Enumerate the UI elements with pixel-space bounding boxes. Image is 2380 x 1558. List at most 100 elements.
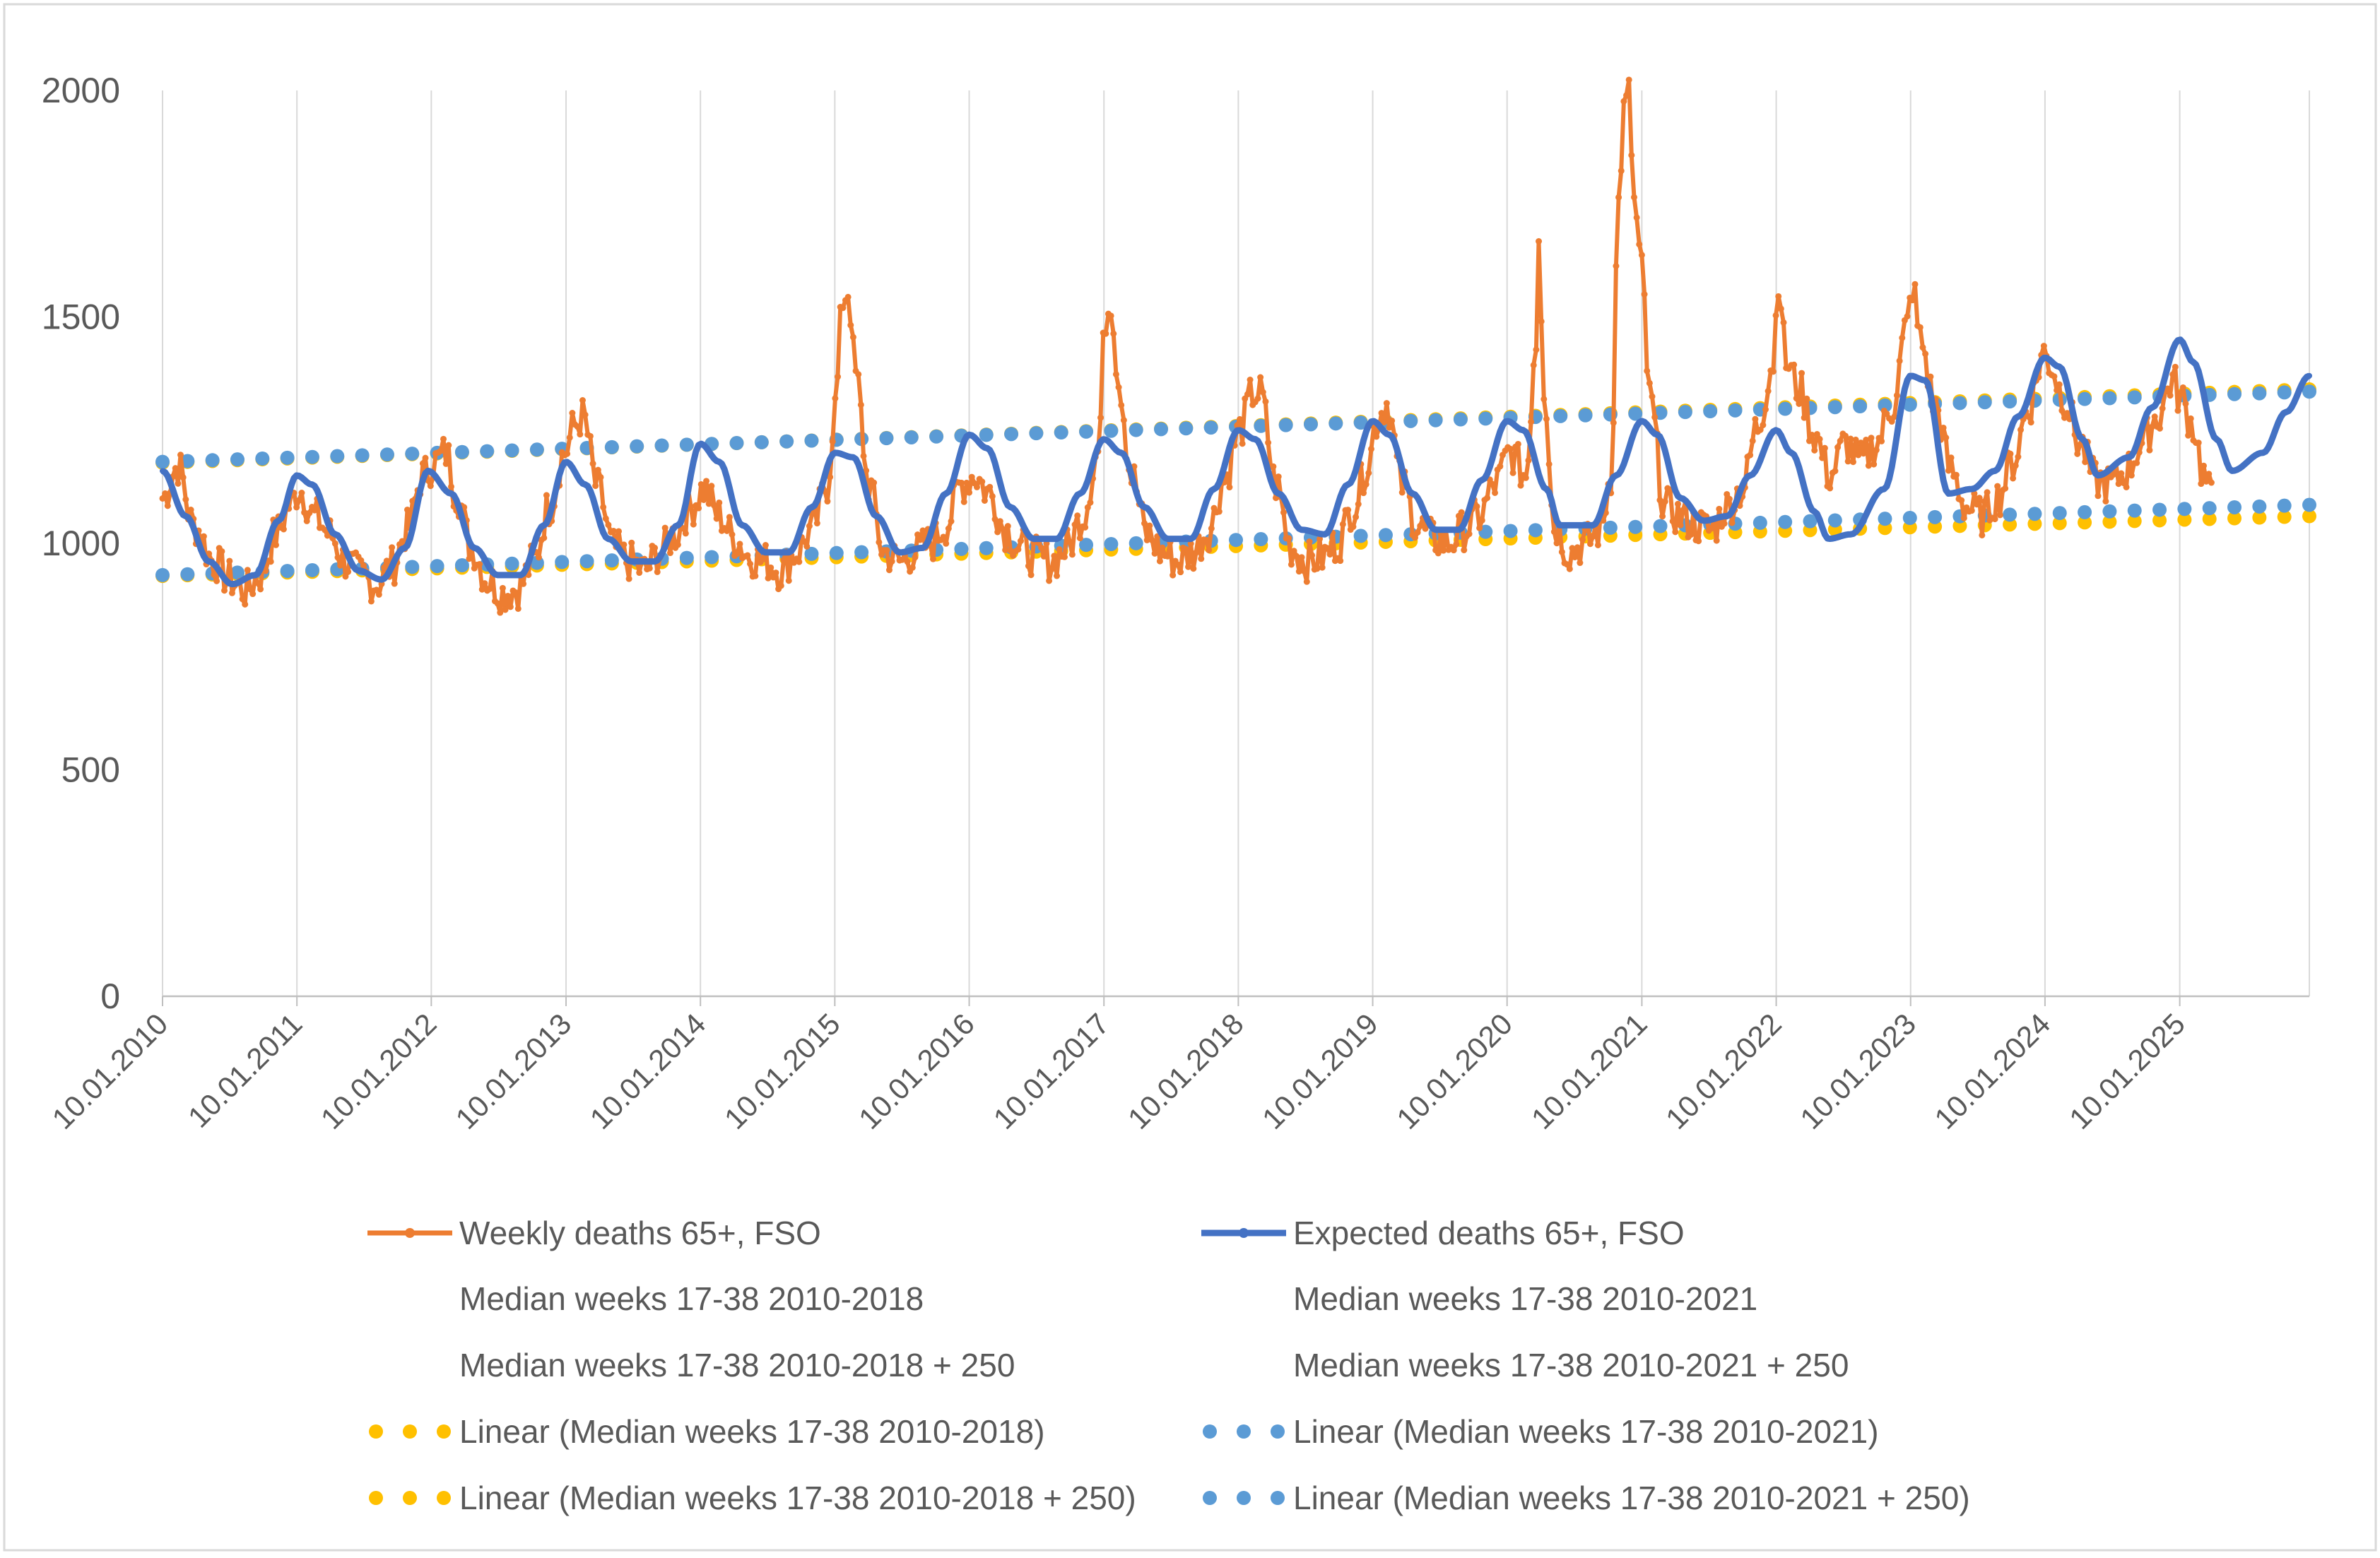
data-point — [1326, 551, 1333, 558]
data-point — [1357, 447, 1364, 454]
data-point — [1948, 454, 1955, 461]
data-point — [979, 478, 986, 485]
trend-dot — [1329, 416, 1343, 431]
data-point — [662, 543, 668, 550]
data-point — [1814, 511, 1820, 517]
data-point — [196, 540, 202, 546]
trend-dot — [1752, 515, 1767, 530]
data-point — [888, 558, 895, 565]
data-point — [1530, 362, 1537, 369]
data-point — [989, 452, 996, 459]
data-point — [440, 435, 447, 442]
data-point — [1638, 252, 1645, 259]
data-point — [1664, 458, 1671, 464]
data-point — [415, 500, 421, 506]
data-point — [314, 487, 320, 493]
data-point — [587, 488, 594, 494]
data-point — [883, 547, 890, 554]
data-point — [1739, 483, 1745, 489]
data-point — [1360, 437, 1367, 444]
data-point — [1595, 517, 1601, 523]
data-point — [1198, 555, 1205, 562]
data-point — [1641, 291, 1648, 298]
data-point — [935, 504, 941, 510]
data-point — [177, 452, 184, 459]
data-point — [688, 503, 695, 510]
data-point — [883, 528, 890, 534]
data-point — [554, 482, 560, 488]
data-point — [813, 520, 820, 527]
data-point — [409, 526, 416, 532]
data-point — [2196, 368, 2202, 374]
data-point — [1193, 530, 1199, 536]
data-point — [1071, 521, 1078, 528]
data-point — [1095, 444, 1101, 450]
data-point — [791, 544, 797, 550]
legend-item-median2021p: Median weeks 17-38 2010-2021 + 250 — [1293, 1347, 1849, 1383]
data-point — [817, 490, 823, 497]
trend-dot — [904, 430, 919, 444]
data-point — [1450, 547, 1457, 554]
data-point — [268, 531, 274, 538]
data-point — [1417, 522, 1424, 529]
data-point — [381, 564, 388, 571]
data-point — [1731, 503, 1738, 509]
data-point — [1858, 521, 1864, 528]
data-point — [317, 494, 323, 500]
data-point — [453, 497, 459, 503]
data-point — [2074, 450, 2081, 457]
data-point — [705, 500, 712, 507]
data-point — [337, 536, 343, 542]
data-point — [257, 565, 264, 572]
data-point — [2270, 432, 2276, 439]
data-point — [2030, 377, 2037, 384]
data-point — [1082, 524, 1089, 531]
data-point — [697, 480, 705, 488]
legend-swatch-dot — [1237, 1491, 1251, 1505]
data-point — [1389, 433, 1395, 439]
data-point — [2027, 419, 2034, 426]
data-point — [885, 567, 892, 574]
grid-lines — [162, 90, 2310, 996]
data-point — [1618, 467, 1625, 473]
trend-dot — [2003, 394, 2017, 409]
data-point — [849, 334, 856, 341]
data-point — [2180, 340, 2186, 346]
data-point — [213, 577, 220, 584]
data-point — [801, 538, 808, 545]
data-point — [461, 522, 467, 529]
data-point — [569, 410, 576, 417]
data-point — [288, 482, 295, 488]
data-point — [407, 536, 413, 542]
data-point — [1803, 395, 1810, 402]
data-point — [2151, 413, 2158, 420]
data-point — [1275, 473, 1282, 480]
data-point — [1922, 350, 1929, 358]
data-point — [2069, 406, 2075, 413]
data-point — [1182, 545, 1189, 553]
data-point — [1661, 498, 1668, 505]
data-point — [337, 562, 344, 569]
data-point — [507, 603, 514, 610]
data-point — [437, 447, 444, 454]
data-point — [1112, 371, 1119, 378]
data-point — [2087, 455, 2093, 461]
data-point — [1752, 415, 1759, 423]
data-point — [1389, 417, 1396, 424]
data-point — [1236, 415, 1243, 423]
data-point — [1827, 485, 1834, 492]
data-point — [1360, 490, 1367, 497]
data-point — [1146, 522, 1153, 529]
data-point — [1497, 428, 1503, 435]
data-point — [1015, 512, 1021, 518]
data-point — [1004, 523, 1011, 530]
data-point — [729, 496, 735, 502]
data-point — [811, 502, 818, 509]
trend-dot — [779, 434, 794, 449]
data-point — [1904, 377, 1911, 383]
data-point — [556, 472, 562, 478]
data-point — [1911, 281, 1919, 288]
data-point — [2167, 355, 2174, 361]
data-point — [1080, 489, 1085, 495]
data-point — [1466, 506, 1473, 512]
